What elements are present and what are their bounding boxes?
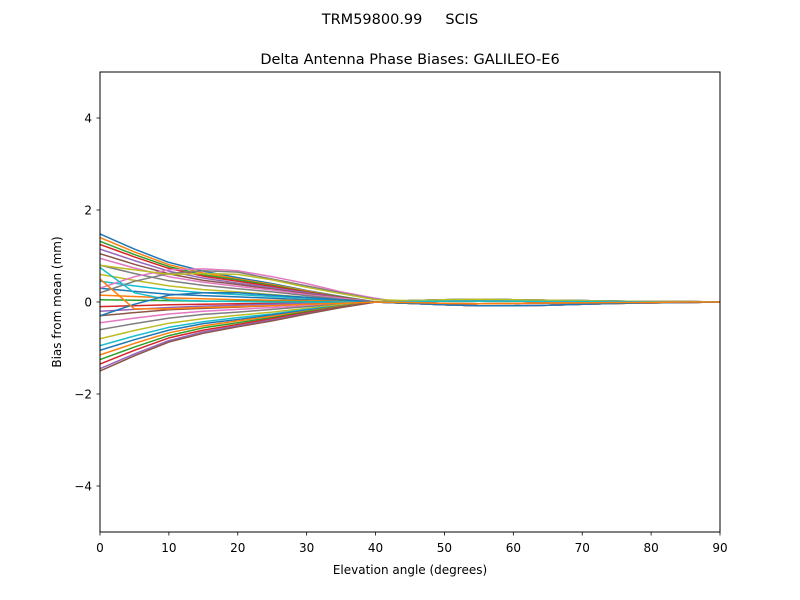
x-tick-label: 80	[643, 541, 658, 555]
y-tick-label: 0	[84, 296, 92, 310]
x-tick-label: 40	[368, 541, 383, 555]
y-tick-label: 4	[84, 112, 92, 126]
series-lines	[100, 233, 720, 372]
series-line-29	[100, 266, 720, 303]
x-tick-label: 0	[96, 541, 104, 555]
series-line-31	[100, 278, 720, 310]
series-line-21	[100, 301, 720, 356]
series-line-24	[100, 298, 720, 370]
y-axis-label: Bias from mean (mm)	[50, 236, 64, 367]
x-axis-label: Elevation angle (degrees)	[333, 563, 487, 577]
x-tick-label: 20	[230, 541, 245, 555]
y-axis: −4 −2 0 2 4	[74, 112, 100, 494]
series-line-30	[100, 292, 720, 317]
x-tick-label: 30	[299, 541, 314, 555]
x-tick-label: 60	[506, 541, 521, 555]
x-tick-label: 50	[437, 541, 452, 555]
x-tick-label: 10	[161, 541, 176, 555]
y-tick-label: 2	[84, 204, 92, 218]
y-tick-label: −2	[74, 388, 92, 402]
x-tick-label: 70	[575, 541, 590, 555]
suptitle: TRM59800.99 SCIS	[321, 12, 478, 28]
x-tick-label: 90	[712, 541, 727, 555]
chart-title: Delta Antenna Phase Biases: GALILEO-E6	[260, 52, 559, 68]
x-axis: 0 10 20 30 40 50 60 70 80 90	[96, 532, 728, 555]
y-tick-label: −4	[74, 480, 92, 494]
series-line-22	[100, 300, 720, 361]
